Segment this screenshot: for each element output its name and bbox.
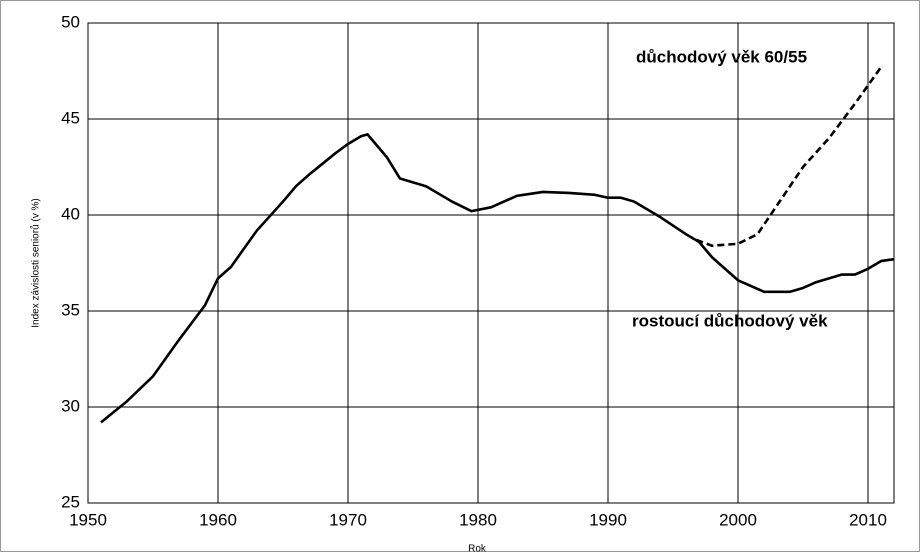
- y-tick-label: 50: [61, 12, 80, 31]
- y-tick-label: 40: [61, 204, 80, 223]
- x-tick-label: 1980: [459, 510, 497, 529]
- y-tick-label: 25: [61, 492, 80, 511]
- series-label: rostoucí důchodový věk: [632, 311, 828, 330]
- line: [695, 66, 883, 248]
- x-axis-label: Rok: [468, 544, 487, 552]
- x-tick-label: 1950: [69, 510, 107, 529]
- x-tick-label: 2010: [849, 510, 887, 529]
- y-tick-label: 30: [61, 396, 80, 415]
- x-tick-label: 1960: [199, 510, 237, 529]
- y-axis-label: Index závislosti seniorů (v %): [30, 198, 42, 328]
- y-tick-label: 35: [61, 300, 80, 319]
- line: [100, 133, 895, 424]
- x-tick-label: 1970: [329, 510, 367, 529]
- x-tick-label: 2000: [719, 510, 757, 529]
- plot-frame: [87, 22, 895, 504]
- x-tick-label: 1990: [589, 510, 627, 529]
- series-label: důchodový věk 60/55: [636, 47, 807, 66]
- y-tick-label: 45: [61, 108, 80, 127]
